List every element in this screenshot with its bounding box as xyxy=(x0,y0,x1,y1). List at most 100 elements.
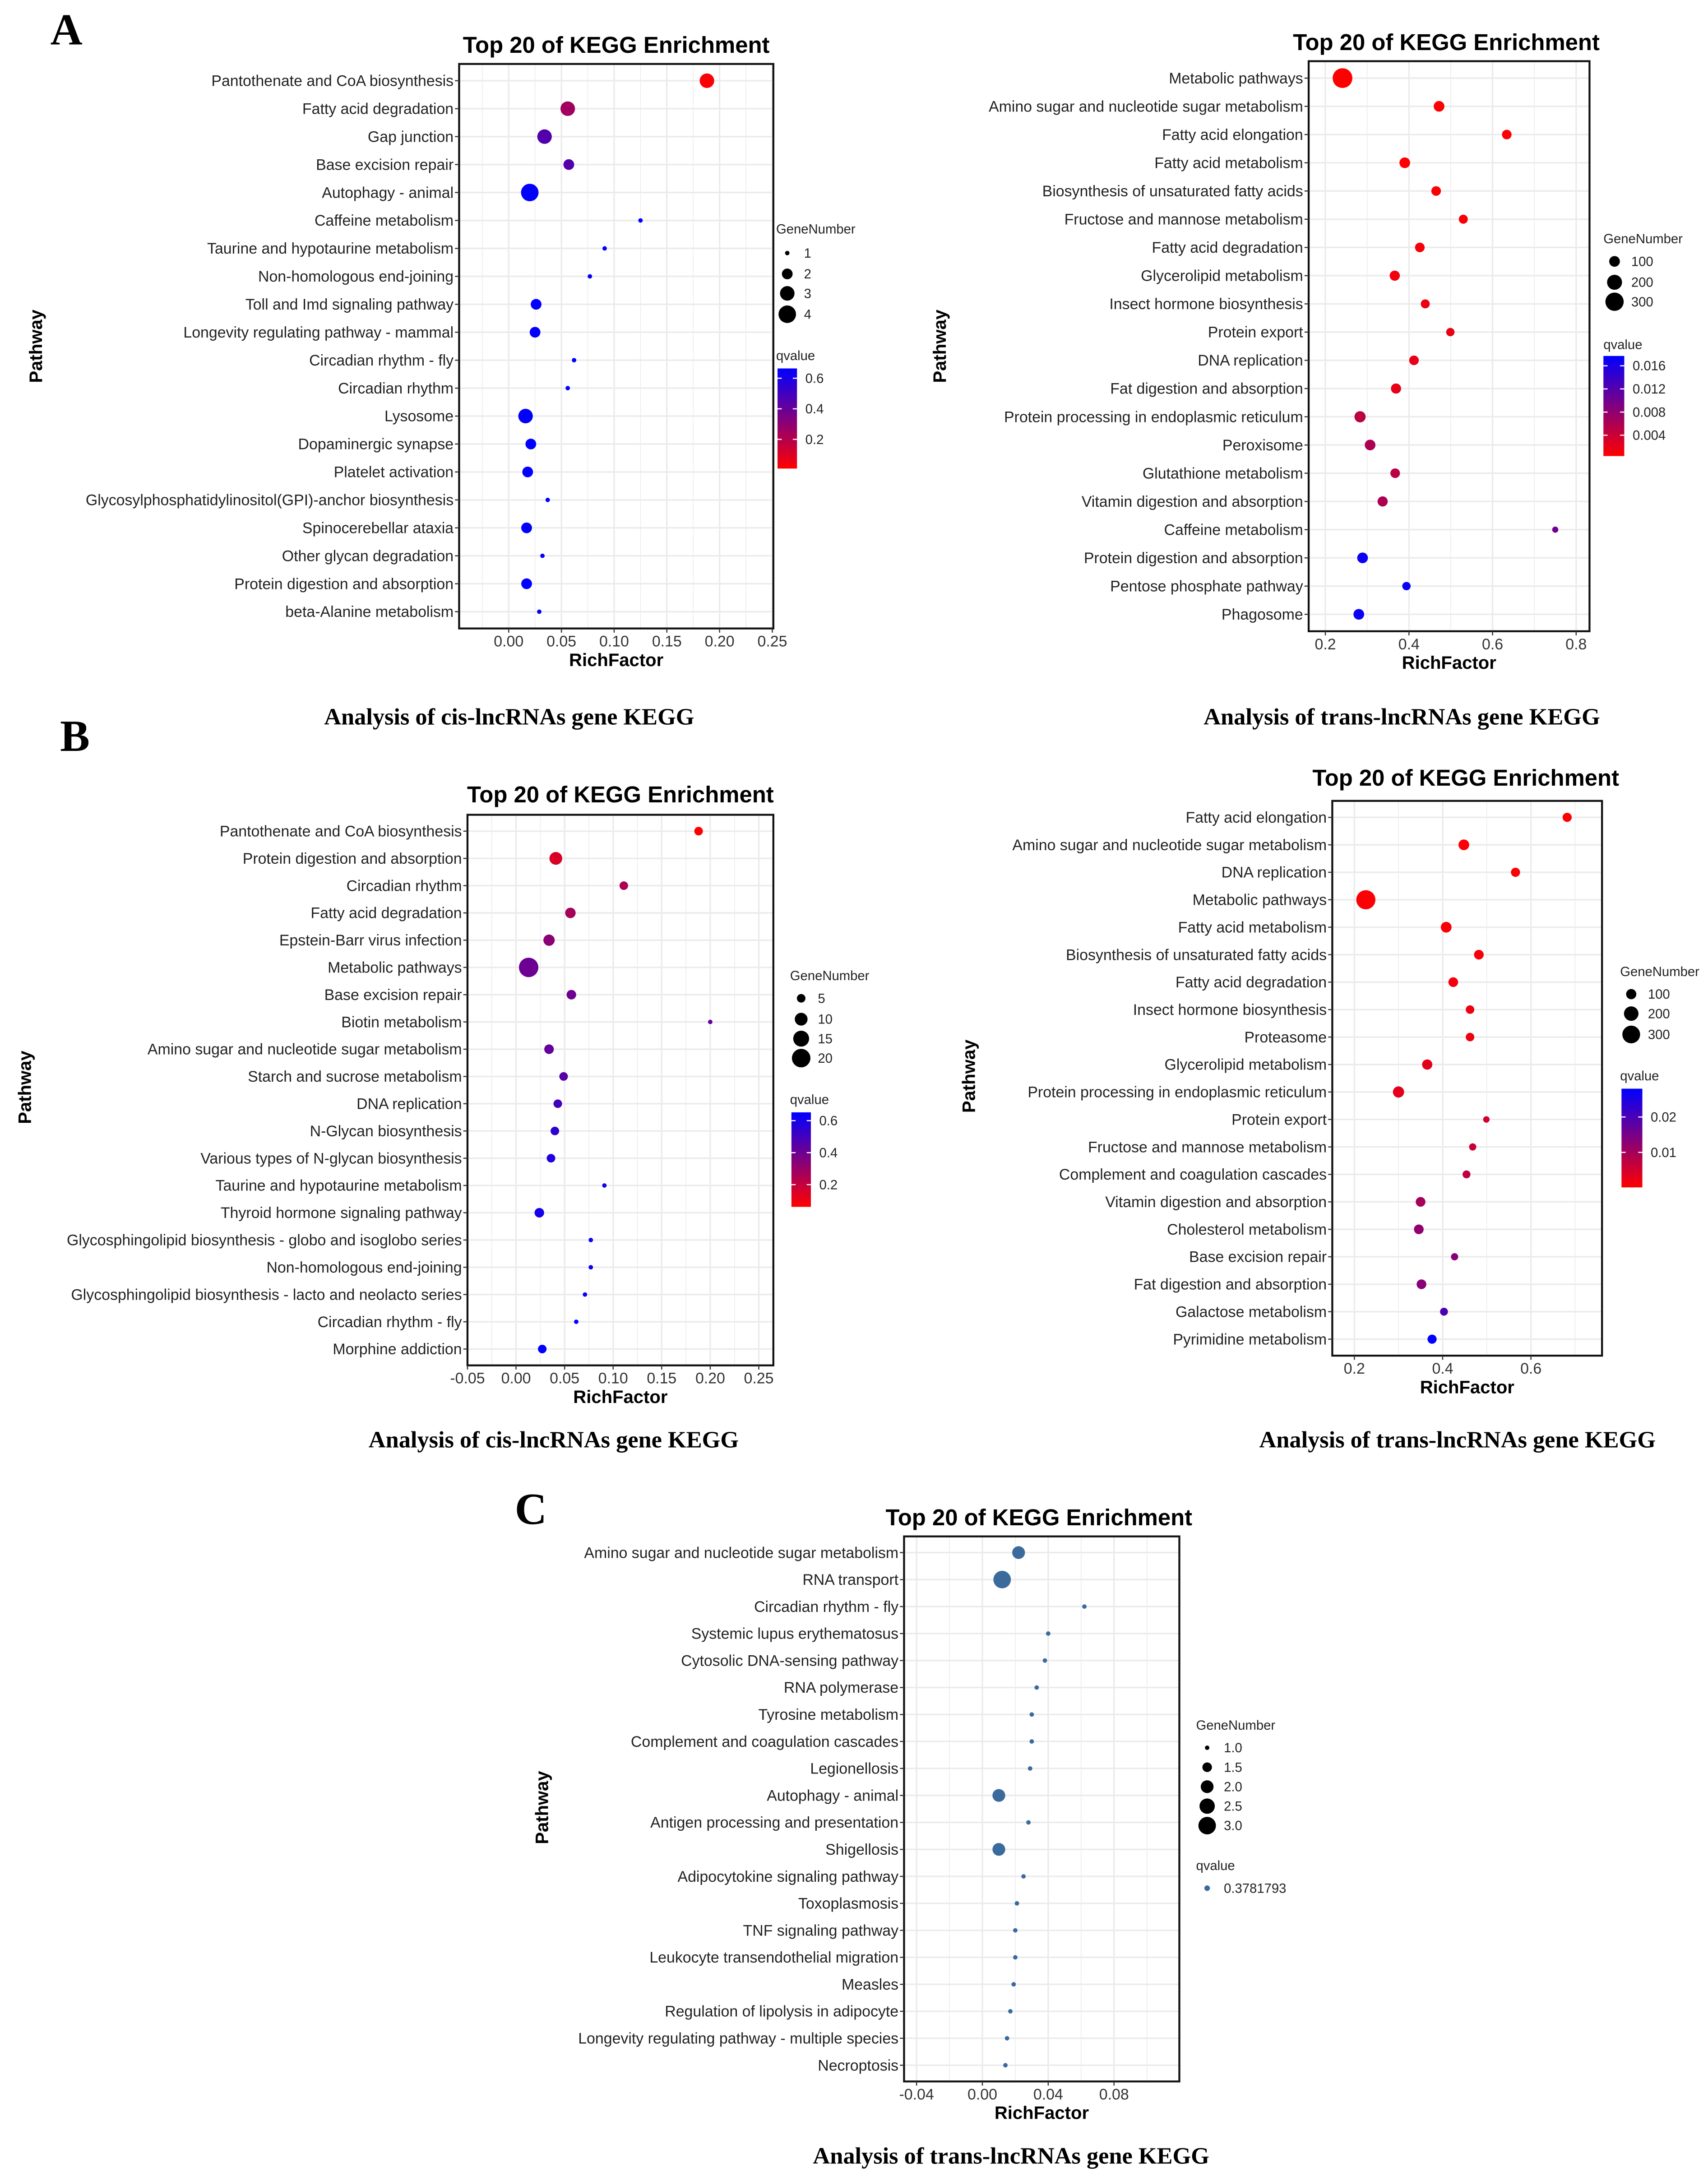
pathway-label: Caffeine metabolism xyxy=(315,212,454,229)
size-legend-key xyxy=(1622,1025,1640,1044)
data-point xyxy=(529,327,541,338)
kegg-dotplot-2: Top 20 of KEGG Enrichment Pantothenate an… xyxy=(15,782,869,1453)
data-point xyxy=(992,1843,1005,1856)
pathway-label: Insect hormone biosynthesis xyxy=(1109,296,1303,313)
color-bar-label: 0.01 xyxy=(1651,1146,1676,1160)
data-point xyxy=(1011,1982,1016,1987)
size-legend-label: 2 xyxy=(804,267,811,282)
pathway-label: Protein export xyxy=(1231,1111,1327,1128)
plot-panel xyxy=(459,64,773,629)
color-legend-title: qvalue xyxy=(776,349,815,363)
color-bar-label: 0.004 xyxy=(1633,429,1666,443)
plot-panel xyxy=(904,1536,1180,2082)
data-point xyxy=(1416,1197,1426,1207)
pathway-label: Amino sugar and nucleotide sugar metabol… xyxy=(989,98,1303,115)
pathway-label: N-Glycan biosynthesis xyxy=(310,1123,462,1140)
x-tick-label: 0.25 xyxy=(757,633,787,650)
size-legend-key xyxy=(782,269,793,279)
color-bar xyxy=(1621,1088,1643,1188)
x-tick-label: 0.15 xyxy=(647,1370,676,1387)
pathway-label: Proteasome xyxy=(1244,1029,1327,1046)
data-point xyxy=(1028,1766,1032,1771)
data-point xyxy=(545,497,550,502)
pathway-label: Pantothenate and CoA biosynthesis xyxy=(211,73,454,90)
size-legend-key xyxy=(1199,1798,1215,1814)
chart-title: Top 20 of KEGG Enrichment xyxy=(463,32,770,58)
data-point xyxy=(1354,411,1366,422)
x-tick-label: 0.10 xyxy=(598,1370,628,1387)
data-point xyxy=(534,1208,544,1218)
pathway-label: Longevity regulating pathway - multiple … xyxy=(578,2030,898,2047)
panel-label-a: A xyxy=(51,5,83,55)
data-point xyxy=(553,1099,562,1108)
size-legend-key xyxy=(793,1030,810,1047)
x-tick-label: 0.2 xyxy=(1315,636,1336,653)
data-point xyxy=(1431,186,1441,196)
pathway-label: Galactose metabolism xyxy=(1176,1303,1327,1320)
size-legend-label: 5 xyxy=(818,991,825,1006)
data-point xyxy=(1356,890,1376,910)
size-legend-key xyxy=(1607,274,1622,290)
pathway-label: Circadian rhythm xyxy=(338,380,454,397)
data-point xyxy=(694,827,703,836)
data-point xyxy=(574,1319,579,1324)
color-legend-key xyxy=(1204,1885,1210,1891)
data-point xyxy=(1029,1739,1034,1744)
kegg-dotplot-4: Top 20 of KEGG Enrichment Amino sugar and… xyxy=(532,1505,1287,2169)
data-point xyxy=(521,522,532,533)
color-legend-label: 0.3781793 xyxy=(1224,1881,1286,1896)
data-point xyxy=(521,184,539,202)
kegg-dotplot-3: Top 20 of KEGG Enrichment Fatty acid elon… xyxy=(959,765,1700,1453)
data-point xyxy=(699,73,714,88)
data-point xyxy=(563,159,574,170)
pathway-label: Glutathione metabolism xyxy=(1143,465,1303,482)
data-point xyxy=(1390,468,1400,478)
x-tick-label: 0.20 xyxy=(695,1370,725,1387)
y-axis-title: Pathway xyxy=(532,1771,552,1844)
x-tick-label: 0.08 xyxy=(1099,2086,1129,2103)
pathway-label: Regulation of lipolysis in adipocyte xyxy=(665,2003,898,2020)
size-legend-label: 100 xyxy=(1631,255,1653,269)
pathway-label: Base excision repair xyxy=(324,986,462,1004)
pathway-label: Cholesterol metabolism xyxy=(1167,1221,1327,1238)
x-axis-title: RichFactor xyxy=(573,1387,667,1407)
data-point xyxy=(1013,1928,1018,1933)
data-point xyxy=(543,934,555,946)
y-axis-title: Pathway xyxy=(26,309,46,383)
x-tick-label: 0.6 xyxy=(1520,1360,1541,1377)
size-legend-label: 3.0 xyxy=(1224,1819,1242,1833)
pathway-label: Circadian rhythm - fly xyxy=(318,1314,462,1331)
data-point xyxy=(565,386,570,391)
size-legend-label: 1.5 xyxy=(1224,1760,1242,1775)
data-point xyxy=(1466,1032,1475,1042)
data-point xyxy=(537,609,542,614)
data-point xyxy=(638,218,643,223)
data-point xyxy=(1082,1604,1087,1609)
pathway-label: Glycosphingolipid biosynthesis - lacto a… xyxy=(71,1286,462,1303)
data-point xyxy=(708,1019,713,1024)
pathway-label: Various types of N-glycan biosynthesis xyxy=(200,1150,462,1167)
x-axis-title: RichFactor xyxy=(1402,653,1496,673)
size-legend-title: GeneNumber xyxy=(790,969,870,983)
data-point xyxy=(1402,582,1411,591)
data-point xyxy=(1451,1253,1458,1261)
data-point xyxy=(1463,1170,1471,1179)
pathway-label: Base excision repair xyxy=(316,156,454,173)
pathway-label: Caffeine metabolism xyxy=(1164,521,1303,538)
size-legend-key xyxy=(1605,292,1624,311)
data-point xyxy=(538,1344,547,1353)
plot-border xyxy=(1331,800,1603,1357)
pathway-label: Autophagy - animal xyxy=(767,1787,898,1804)
data-point xyxy=(1483,1116,1490,1123)
pathway-label: Metabolic pathways xyxy=(1169,70,1303,87)
y-axis-title: Pathway xyxy=(15,1050,35,1124)
x-tick-label: 0.00 xyxy=(494,633,523,650)
data-point xyxy=(1440,1307,1448,1316)
data-point xyxy=(1389,270,1400,281)
data-point xyxy=(1046,1631,1051,1636)
plot-border xyxy=(1307,60,1591,632)
data-point xyxy=(1014,1901,1019,1906)
data-point xyxy=(1034,1685,1039,1690)
size-legend-key xyxy=(1200,1780,1214,1793)
data-point xyxy=(537,129,552,144)
